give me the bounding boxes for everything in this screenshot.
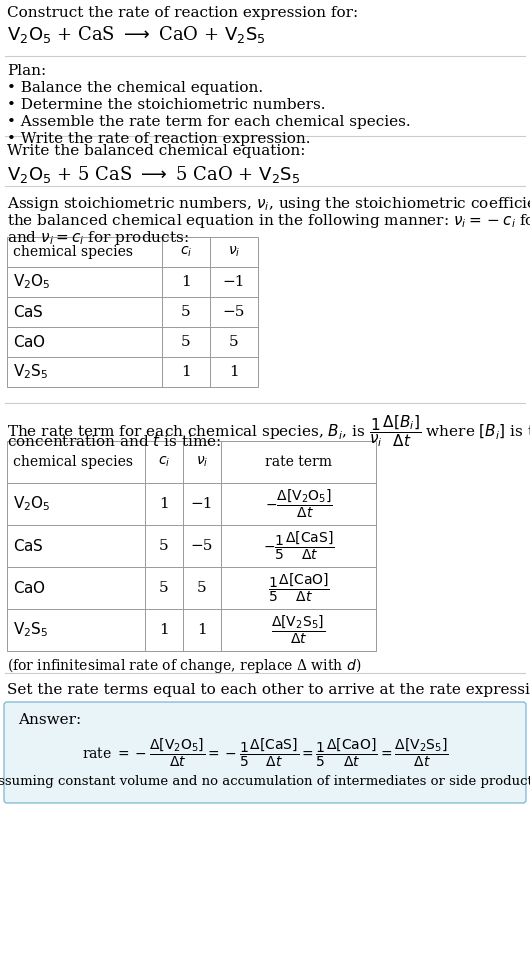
Text: $-\dfrac{\Delta[\mathrm{V_2O_5}]}{\Delta t}$: $-\dfrac{\Delta[\mathrm{V_2O_5}]}{\Delta… (264, 488, 332, 520)
Text: $\mathrm{CaO}$: $\mathrm{CaO}$ (13, 334, 46, 350)
Text: 5: 5 (181, 335, 191, 349)
Text: $\nu_i$: $\nu_i$ (196, 455, 208, 469)
Text: chemical species: chemical species (13, 455, 133, 469)
Text: $\nu_i$: $\nu_i$ (228, 245, 240, 260)
Bar (7, 441, 376, 651)
Text: • Assemble the rate term for each chemical species.: • Assemble the rate term for each chemic… (7, 115, 411, 129)
Text: $\mathrm{V_2O_5}$ + 5 CaS $\longrightarrow$ 5 CaO + $\mathrm{V_2S_5}$: $\mathrm{V_2O_5}$ + 5 CaS $\longrightarr… (7, 164, 300, 185)
Text: −1: −1 (223, 275, 245, 289)
Text: $c_i$: $c_i$ (180, 245, 192, 260)
Text: 5: 5 (229, 335, 239, 349)
Text: 5: 5 (181, 305, 191, 319)
Text: • Determine the stoichiometric numbers.: • Determine the stoichiometric numbers. (7, 98, 325, 112)
Text: 5: 5 (159, 539, 169, 553)
Text: 1: 1 (229, 365, 239, 379)
Text: Write the balanced chemical equation:: Write the balanced chemical equation: (7, 144, 305, 158)
Text: The rate term for each chemical species, $B_i$, is $\dfrac{1}{\nu_i}\dfrac{\Delt: The rate term for each chemical species,… (7, 413, 530, 449)
Text: −1: −1 (191, 497, 213, 511)
Text: Plan:: Plan: (7, 64, 46, 78)
FancyBboxPatch shape (4, 702, 526, 803)
Text: $\dfrac{1}{5}\dfrac{\Delta[\mathrm{CaO}]}{\Delta t}$: $\dfrac{1}{5}\dfrac{\Delta[\mathrm{CaO}]… (268, 572, 330, 604)
Text: chemical species: chemical species (13, 245, 133, 259)
Text: and $\nu_i = c_i$ for products:: and $\nu_i = c_i$ for products: (7, 229, 189, 247)
Text: Set the rate terms equal to each other to arrive at the rate expression:: Set the rate terms equal to each other t… (7, 683, 530, 697)
Text: Assign stoichiometric numbers, $\nu_i$, using the stoichiometric coefficients, $: Assign stoichiometric numbers, $\nu_i$, … (7, 195, 530, 213)
Text: $\mathrm{V_2S_5}$: $\mathrm{V_2S_5}$ (13, 363, 48, 382)
Text: 1: 1 (181, 365, 191, 379)
Text: rate term: rate term (265, 455, 332, 469)
Text: (for infinitesimal rate of change, replace Δ with $d$): (for infinitesimal rate of change, repla… (7, 656, 361, 675)
Text: 1: 1 (159, 623, 169, 637)
Text: $\mathrm{V_2O_5}$: $\mathrm{V_2O_5}$ (13, 495, 51, 513)
Text: 5: 5 (159, 581, 169, 595)
Text: −5: −5 (191, 539, 213, 553)
Text: Construct the rate of reaction expression for:: Construct the rate of reaction expressio… (7, 6, 358, 20)
Text: (assuming constant volume and no accumulation of intermediates or side products): (assuming constant volume and no accumul… (0, 775, 530, 788)
Bar (7, 237, 258, 387)
Text: concentration and $t$ is time:: concentration and $t$ is time: (7, 433, 222, 449)
Text: $c_i$: $c_i$ (158, 455, 170, 469)
Text: rate $= -\dfrac{\Delta[\mathrm{V_2O_5}]}{\Delta t} = -\dfrac{1}{5}\dfrac{\Delta[: rate $= -\dfrac{\Delta[\mathrm{V_2O_5}]}… (82, 737, 448, 769)
Text: 5: 5 (197, 581, 207, 595)
Text: $\dfrac{\Delta[\mathrm{V_2S_5}]}{\Delta t}$: $\dfrac{\Delta[\mathrm{V_2S_5}]}{\Delta … (271, 614, 325, 646)
Text: $\mathrm{CaS}$: $\mathrm{CaS}$ (13, 304, 44, 320)
Text: 1: 1 (197, 623, 207, 637)
Text: $\mathrm{CaO}$: $\mathrm{CaO}$ (13, 580, 46, 596)
Text: 1: 1 (159, 497, 169, 511)
Text: $\mathrm{CaS}$: $\mathrm{CaS}$ (13, 538, 44, 554)
Text: $\mathrm{V_2O_5}$: $\mathrm{V_2O_5}$ (13, 272, 51, 292)
Text: • Balance the chemical equation.: • Balance the chemical equation. (7, 81, 263, 95)
Text: −5: −5 (223, 305, 245, 319)
Text: $-\dfrac{1}{5}\dfrac{\Delta[\mathrm{CaS}]}{\Delta t}$: $-\dfrac{1}{5}\dfrac{\Delta[\mathrm{CaS}… (263, 530, 334, 562)
Text: $\mathrm{V_2O_5}$ + CaS $\longrightarrow$ CaO + $\mathrm{V_2S_5}$: $\mathrm{V_2O_5}$ + CaS $\longrightarrow… (7, 24, 266, 45)
Text: Answer:: Answer: (18, 713, 81, 727)
Text: 1: 1 (181, 275, 191, 289)
Text: • Write the rate of reaction expression.: • Write the rate of reaction expression. (7, 132, 311, 146)
Text: $\mathrm{V_2S_5}$: $\mathrm{V_2S_5}$ (13, 621, 48, 639)
Text: the balanced chemical equation in the following manner: $\nu_i = -c_i$ for react: the balanced chemical equation in the fo… (7, 212, 530, 230)
